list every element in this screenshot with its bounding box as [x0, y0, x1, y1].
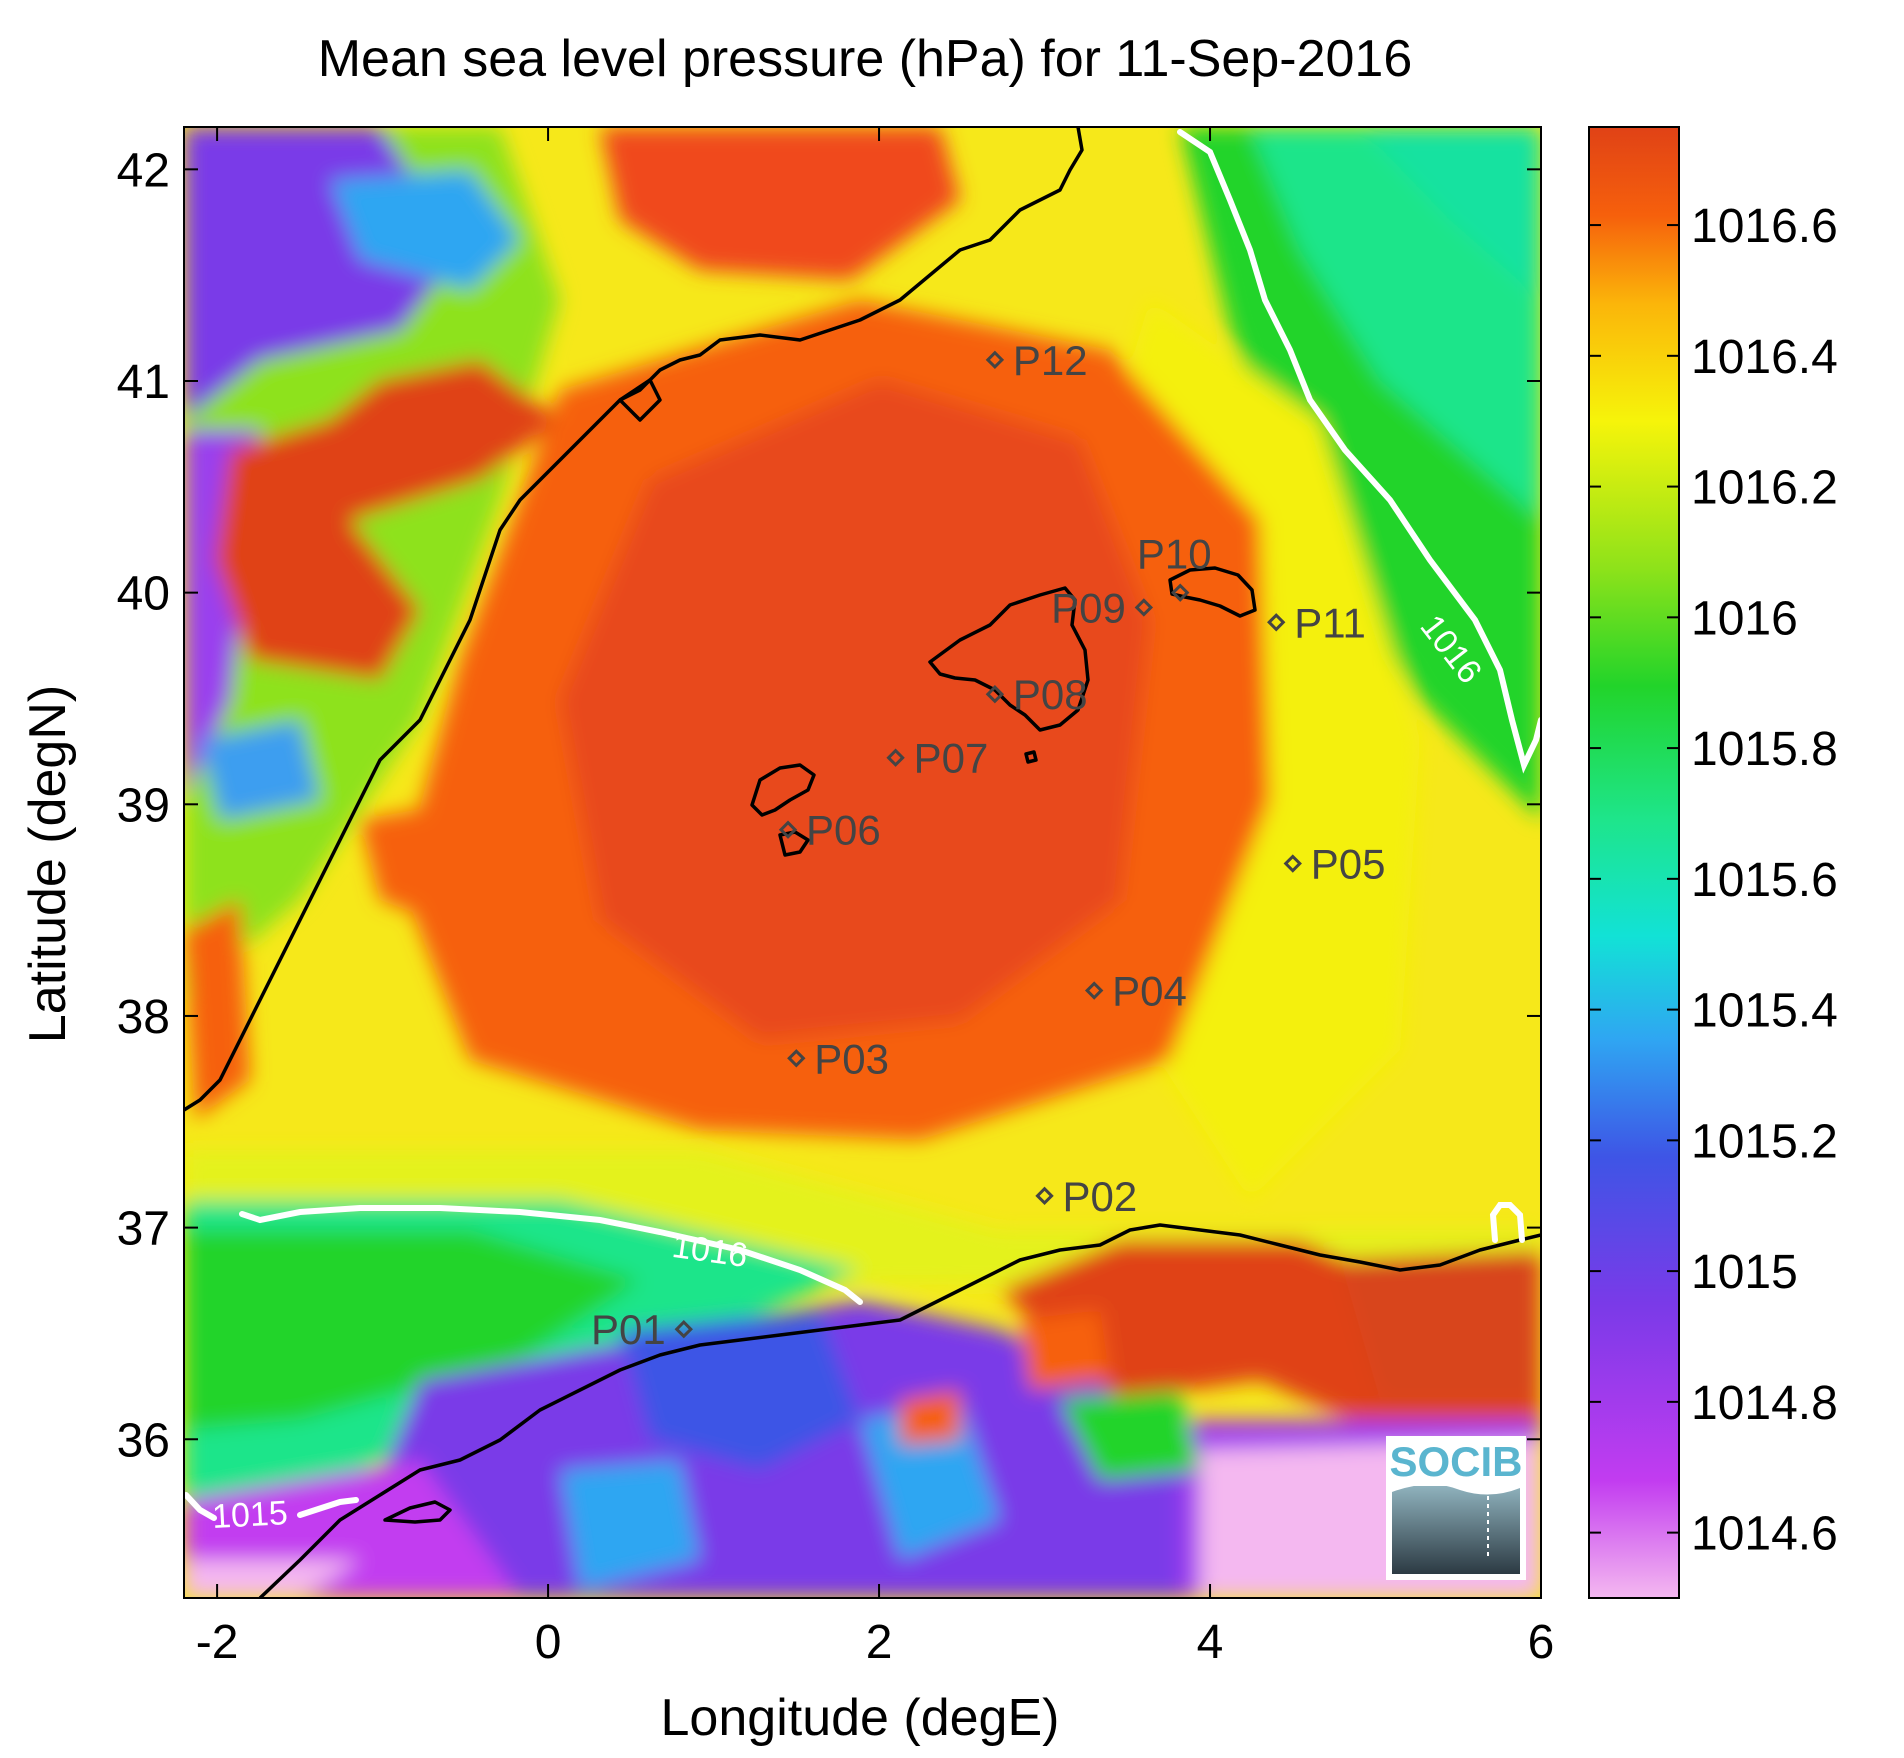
- isobar-1016-south: [239, 1205, 863, 1305]
- socib-logo-text: SOCIB: [1389, 1438, 1522, 1485]
- colorbar-tick-label: 1015.4: [1691, 985, 1838, 1038]
- pressure-field: [184, 127, 1541, 1598]
- colorbar-tick-label: 1014.8: [1691, 1377, 1838, 1430]
- colorbar-tick-label: 1015.2: [1691, 1115, 1838, 1168]
- station-marker: [985, 350, 1005, 370]
- station-marker: [674, 1320, 693, 1339]
- y-tick-label: 36: [117, 1414, 170, 1467]
- station-label: P04: [1112, 968, 1187, 1015]
- station-marker: [1134, 598, 1154, 617]
- y-tick-label: 41: [117, 356, 170, 409]
- coastlines: [184, 127, 1541, 1598]
- y-tick-label: 37: [117, 1203, 170, 1256]
- station-marker: [886, 748, 905, 767]
- station-marker: [778, 820, 798, 839]
- x-axis: -2 0 2 4 6: [196, 127, 1555, 1669]
- station-marker: [985, 685, 1005, 704]
- isobar-1015-southwest: [184, 1492, 359, 1521]
- colorbar-tick-label: 1015.6: [1691, 854, 1838, 907]
- station-marker: [1171, 583, 1190, 602]
- station-marker: [1283, 854, 1302, 873]
- station-marker: [787, 1049, 806, 1068]
- colorbar-tick-label: 1015: [1691, 1246, 1798, 1299]
- colorbar-tick-label: 1014.6: [1691, 1508, 1838, 1561]
- colorbar-tick-label: 1016: [1691, 592, 1798, 645]
- alboran-island-coastline: [383, 1500, 452, 1524]
- y-axis: 36 37 38 39 40 41 42: [117, 144, 1541, 1467]
- mallorca-coastline: [928, 586, 1090, 732]
- catalan-coast-detail: [618, 378, 662, 422]
- x-tick-label: 4: [1197, 1616, 1224, 1669]
- x-tick-label: 2: [866, 1616, 893, 1669]
- plot-frame: [183, 126, 1542, 1599]
- station-label: P12: [1013, 337, 1088, 384]
- y-tick-label: 38: [117, 991, 170, 1044]
- isobar-1016-southeast: [1489, 1202, 1525, 1243]
- contour-label-1015: 1015: [211, 1494, 289, 1536]
- x-tick-label: 6: [1528, 1616, 1555, 1669]
- station-label: P02: [1063, 1173, 1138, 1220]
- ibiza-coastline: [750, 763, 816, 817]
- y-tick-label: 40: [117, 568, 170, 621]
- african-coastline: [258, 1223, 1541, 1598]
- colorbar-tick-label: 1015.8: [1691, 723, 1838, 776]
- colorbar: [1588, 126, 1680, 1599]
- y-axis-label: Latitude (degN): [19, 685, 77, 1043]
- y-tick-label: 39: [117, 779, 170, 832]
- x-tick-label: -2: [196, 1616, 239, 1669]
- station-marker: [1035, 1186, 1054, 1206]
- station-label: P05: [1311, 841, 1386, 888]
- station-label: P07: [914, 735, 989, 782]
- socib-logo: SOCIB: [1386, 1436, 1526, 1580]
- colorbar-axis: 1014.6 1014.8 1015 1015.2 1015.4 1015.6 1015.8…: [1589, 200, 1838, 1561]
- station-label: P01: [591, 1306, 666, 1353]
- colorbar-tick-label: 1016.2: [1691, 462, 1838, 515]
- colorbar-tick-label: 1016.4: [1691, 331, 1838, 384]
- station-label: P08: [1013, 671, 1088, 718]
- y-tick-label: 42: [117, 144, 170, 197]
- station-label: P09: [1051, 584, 1126, 631]
- station-label: P03: [814, 1035, 889, 1082]
- iberian-coastline: [184, 127, 1084, 1112]
- station-label: P11: [1294, 599, 1366, 646]
- station-marker: [1084, 981, 1104, 1000]
- x-axis-label: Longitude (degE): [661, 1689, 1060, 1747]
- isobar-contours: [184, 129, 1541, 1521]
- isobar-1016-east: [1177, 129, 1541, 774]
- x-tick-label: 0: [535, 1616, 562, 1669]
- station-marker: [1267, 613, 1286, 632]
- station-label: P10: [1137, 531, 1212, 578]
- colorbar-tick-label: 1016.6: [1691, 200, 1838, 253]
- cabrera-coastline: [1024, 750, 1038, 764]
- chart-title: Mean sea level pressure (hPa) for 11-Sep…: [318, 30, 1413, 88]
- station-label: P06: [806, 807, 881, 854]
